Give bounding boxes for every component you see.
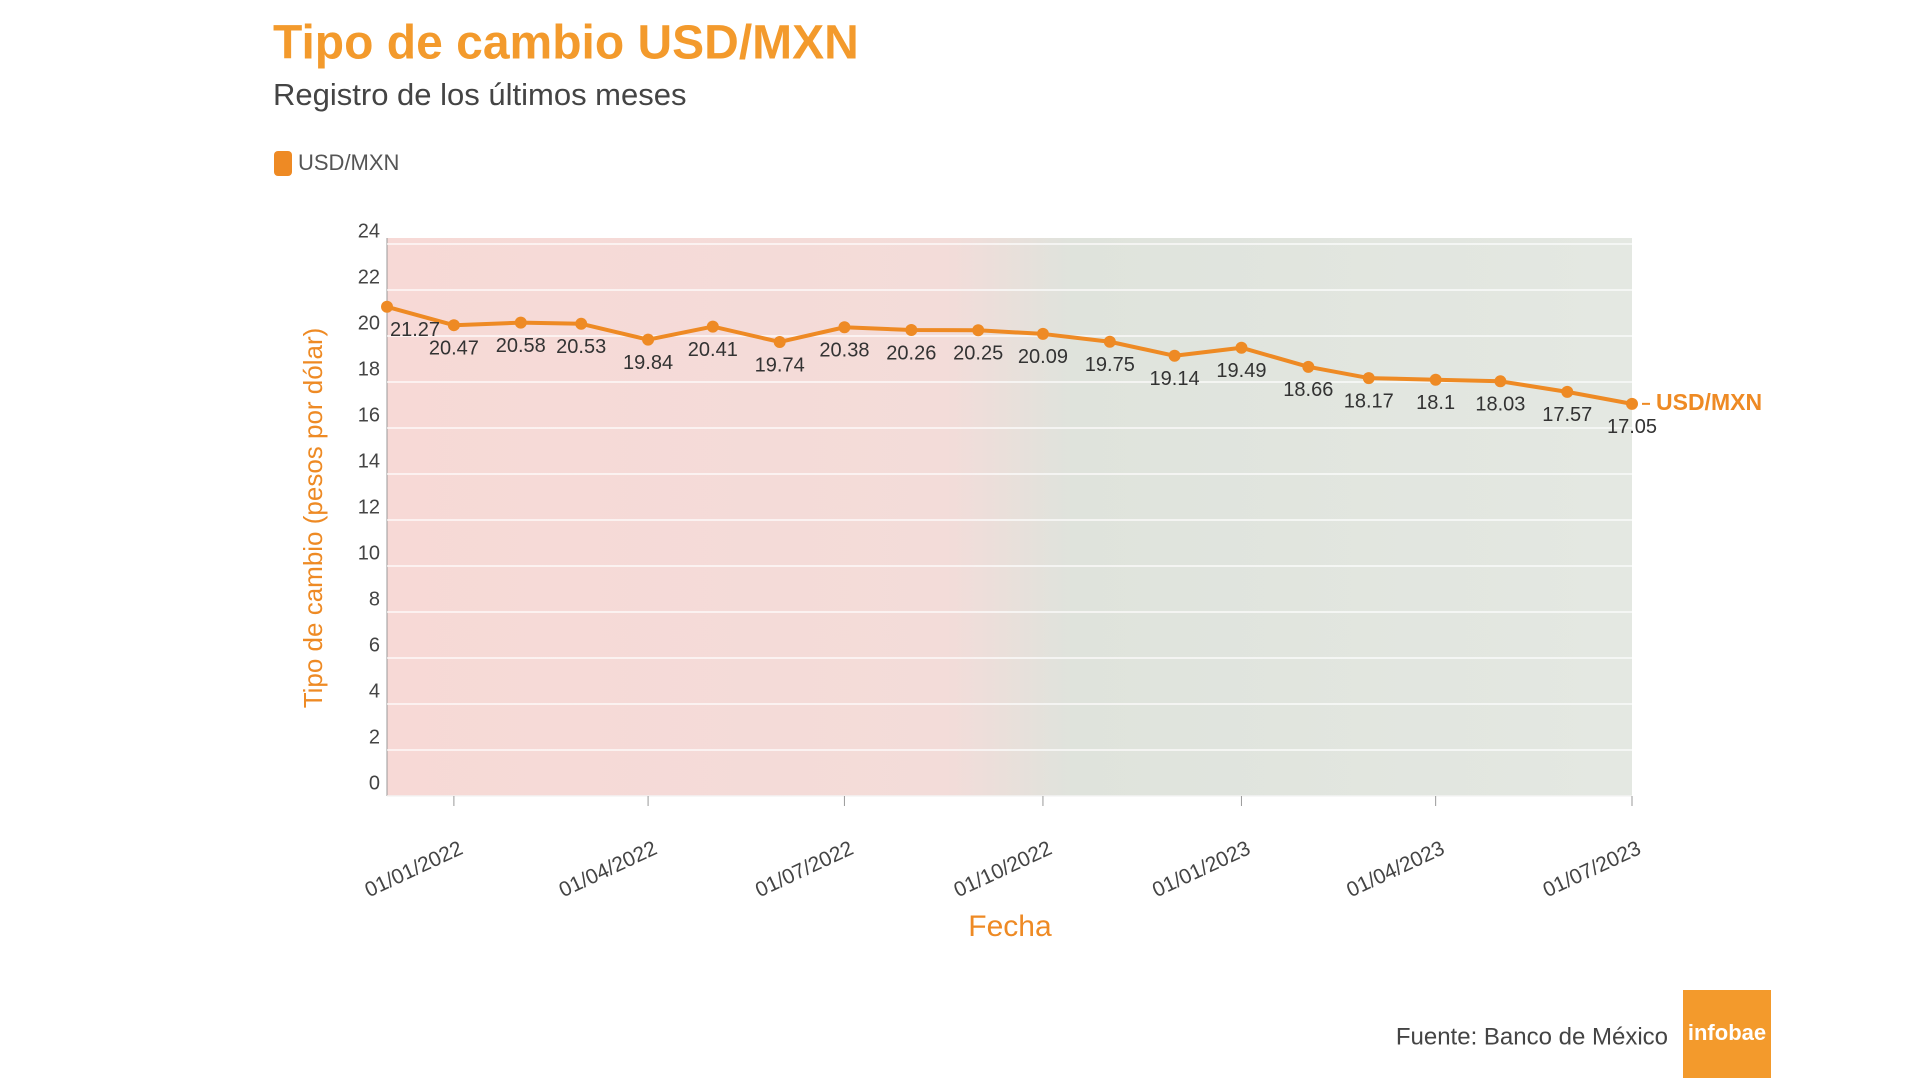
y-tick-label: 14 [358,450,380,472]
y-tick-label: 0 [369,772,380,794]
x-tick-label: 01/04/2023 [1343,837,1448,902]
x-tick-label: 01/07/2022 [752,837,857,902]
data-label: 19.49 [1216,360,1266,382]
data-point [1036,327,1049,340]
y-tick-label: 2 [369,726,380,748]
data-point [905,324,918,337]
data-point [447,319,460,332]
data-point [575,317,588,330]
x-tick-label: 01/04/2022 [556,837,661,902]
data-label: 19.74 [755,354,805,376]
data-point [1561,385,1574,398]
data-label: 18.03 [1475,394,1525,416]
data-label: 20.09 [1018,346,1068,368]
data-label: 18.17 [1344,390,1394,412]
x-axis-label: Fecha [968,910,1052,943]
data-label: 20.26 [886,342,936,364]
data-label: 18.1 [1416,392,1455,414]
data-label: 20.47 [429,337,479,359]
chart-subtitle: Registro de los últimos meses [273,77,687,112]
data-label: 21.27 [390,319,440,341]
data-point [1302,360,1315,373]
data-label: 20.25 [953,343,1003,365]
y-tick-label: 20 [358,312,380,334]
data-label: 18.66 [1283,379,1333,401]
data-label: 17.57 [1542,404,1592,426]
data-point [642,333,655,346]
x-tick-label: 01/01/2023 [1149,837,1254,902]
y-axis-label: Tipo de cambio (pesos por dólar) [298,328,328,709]
data-label: 20.53 [556,336,606,358]
x-tick-label: 01/10/2022 [950,837,1055,902]
data-point [972,324,985,337]
data-point [381,300,393,313]
logo-box [1683,990,1771,1078]
chart-title: Tipo de cambio USD/MXN [273,17,859,70]
data-label: 20.58 [496,335,546,357]
data-label: 20.41 [688,339,738,361]
y-tick-label: 16 [358,404,380,426]
end-label: USD/MXN [1656,389,1762,415]
x-tick-label: 01/01/2022 [361,837,466,902]
data-point [773,335,786,348]
data-point [1626,397,1638,410]
y-tick-label: 18 [358,358,380,380]
data-label: 17.05 [1607,416,1657,438]
data-point [1235,341,1248,354]
y-tick-label: 24 [358,220,380,242]
data-label: 19.84 [623,352,673,374]
data-point [1103,335,1116,348]
series-line [386,304,1633,406]
y-tick-label: 6 [369,634,380,656]
y-tick-label: 4 [369,680,380,702]
y-tick-label: 22 [358,266,380,288]
data-point [514,316,527,329]
data-label: 20.38 [819,340,869,362]
y-tick-label: 8 [369,588,380,610]
data-point [1362,372,1375,385]
x-tick-label: 01/07/2023 [1539,837,1644,902]
legend-swatch [274,151,292,176]
data-label: 19.75 [1085,354,1135,376]
data-point [1494,375,1507,388]
data-point [1168,349,1181,362]
source: Fuente: Banco de México [1396,1023,1668,1050]
legend-label: USD/MXN [298,150,399,175]
data-point [1429,373,1442,386]
data-label: 19.14 [1150,368,1200,390]
logo: infobae [1688,1020,1766,1045]
y-tick-label: 12 [358,496,380,518]
y-tick-label: 10 [358,542,380,564]
data-point [838,321,851,334]
data-point [706,320,719,333]
